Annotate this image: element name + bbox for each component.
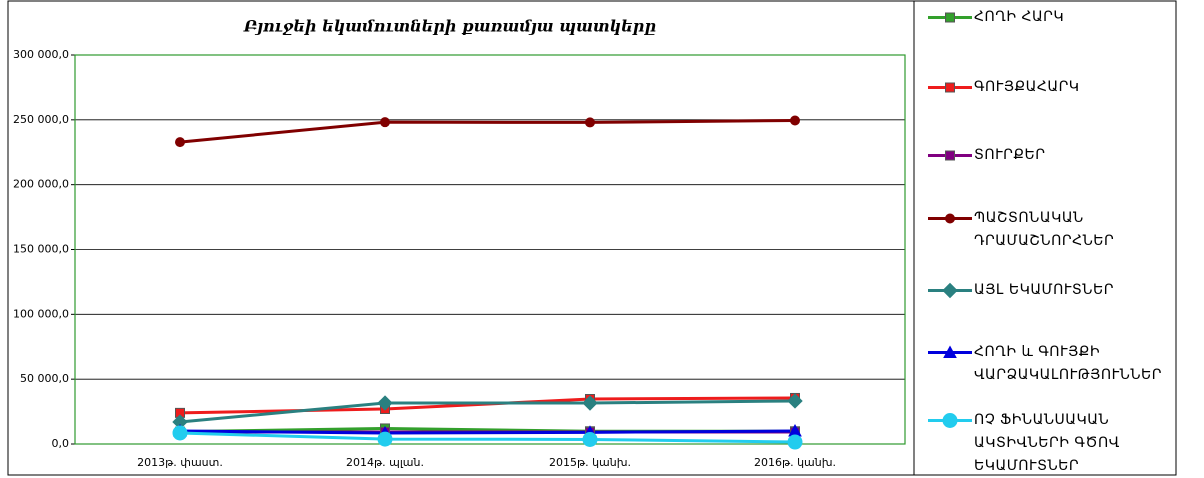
marker xyxy=(945,12,955,23)
x-tick-label: 2016թ. կանխ. xyxy=(754,456,836,469)
marker xyxy=(942,282,958,299)
legend-item: ՊԱՇՏՈՆԱԿԱՆ ԴՐԱՄԱՇՆՈՐՀՆԵՐ xyxy=(928,207,1198,253)
legend-label: ՏՈՒՐՔԵՐ xyxy=(974,147,1046,163)
marker xyxy=(945,150,955,161)
marker xyxy=(945,213,955,224)
marker xyxy=(787,434,803,450)
y-tick-label: 200 000,0 xyxy=(13,178,69,191)
marker xyxy=(942,413,958,428)
legend-swatch xyxy=(928,82,972,93)
series-line xyxy=(179,399,796,424)
legend-item: ԳՈՒՅՔԱՀԱՐԿ xyxy=(928,76,1198,99)
legend-swatch xyxy=(928,345,972,358)
series-line xyxy=(179,431,796,444)
chart-frame xyxy=(7,0,1177,476)
marker xyxy=(377,431,393,447)
legend-label: ԱՅԼ ԵԿԱՄՈՒՏՆԵՐ xyxy=(974,282,1114,298)
marker xyxy=(377,395,393,411)
y-tick-label: 50 000,0 xyxy=(20,372,69,385)
x-tick-label: 2014թ. պլան. xyxy=(346,456,424,469)
legend-label: ՊԱՇՏՈՆԱԿԱՆ ԴՐԱՄԱՇՆՈՐՀՆԵՐ xyxy=(974,210,1115,249)
series-line xyxy=(179,118,796,144)
legend-item: ՏՈՒՐՔԵՐ xyxy=(928,144,1198,167)
legend-swatch xyxy=(928,413,972,428)
legend-swatch xyxy=(928,213,972,224)
marker xyxy=(172,425,188,441)
legend-swatch xyxy=(928,150,972,161)
marker xyxy=(787,393,803,409)
y-tick-label: 0,0 xyxy=(52,437,70,450)
y-tick-label: 100 000,0 xyxy=(13,307,69,320)
y-tick-label: 300 000,0 xyxy=(13,48,69,61)
marker xyxy=(585,117,595,128)
legend-label: ՈՉ ՖԻՆԱՆՍԱԿԱՆ ԱԿՏԻՎՆԵՐԻ ԳԾՈՎ ԵԿԱՄՈՒՏՆԵՐ xyxy=(974,412,1120,474)
marker xyxy=(380,117,390,128)
plot-area xyxy=(74,54,906,445)
series-line xyxy=(179,429,796,435)
legend-swatch xyxy=(928,282,972,299)
legend-label: ԳՈՒՅՔԱՀԱՐԿ xyxy=(974,79,1080,95)
legend-item: ՀՈՂԻ և ԳՈՒՅՔԻ ՎԱՐՁԱԿԱԼՈՒԹՅՈՒՆՆԵՐ xyxy=(928,341,1198,387)
legend-swatch xyxy=(928,12,972,23)
marker xyxy=(945,82,955,93)
x-tick-label: 2013թ. փաստ. xyxy=(137,456,223,469)
y-tick-label: 150 000,0 xyxy=(13,243,69,256)
legend-label: ՀՈՂԻ և ԳՈՒՅՔԻ ՎԱՐՁԱԿԱԼՈՒԹՅՈՒՆՆԵՐ xyxy=(974,344,1163,383)
legend-item: ՈՉ ՖԻՆԱՆՍԱԿԱՆ ԱԿՏԻՎՆԵՐԻ ԳԾՈՎ ԵԿԱՄՈՒՏՆԵՐ xyxy=(928,409,1198,478)
legend-label: ՀՈՂԻ ՀԱՐԿ xyxy=(974,9,1065,25)
chart-title: Բյուջեի եկամուտների քառամյա պատկերը xyxy=(243,17,656,36)
marker xyxy=(175,137,185,148)
marker xyxy=(582,395,598,411)
legend-item: ԱՅԼ ԵԿԱՄՈՒՏՆԵՐ xyxy=(928,279,1198,302)
y-tick-label: 250 000,0 xyxy=(13,113,69,126)
marker xyxy=(582,431,598,447)
marker xyxy=(790,115,800,126)
marker xyxy=(943,345,957,358)
legend-item: ՀՈՂԻ ՀԱՐԿ xyxy=(928,6,1198,29)
x-tick-label: 2015թ. կանխ. xyxy=(549,456,631,469)
series-line xyxy=(179,396,796,415)
